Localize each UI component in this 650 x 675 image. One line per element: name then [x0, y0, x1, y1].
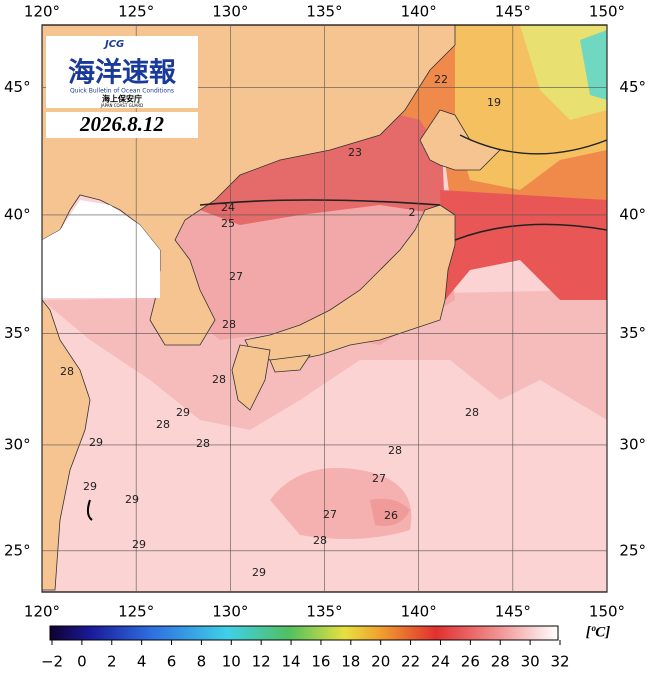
- x-tick-label: 140°: [401, 3, 437, 21]
- contour-label: 24: [221, 201, 235, 214]
- date: 2026.8.12: [79, 112, 165, 136]
- contour-label: 22: [434, 73, 448, 86]
- contour-label: 28: [388, 444, 402, 457]
- x-tick-label: 125°: [118, 603, 154, 621]
- contour-label: 28: [222, 318, 236, 331]
- contour-label: 26: [384, 509, 398, 522]
- colorbar-tick-label: 2: [107, 653, 117, 671]
- contour-label: 19: [487, 96, 501, 109]
- y-tick-label: 35°: [4, 324, 31, 342]
- colorbar-tick-label: 8: [197, 653, 207, 671]
- x-tick-label: 150°: [589, 3, 625, 21]
- colorbar-tick-label: 22: [401, 653, 420, 671]
- contour-label: 29: [125, 493, 139, 506]
- x-tick-label: 135°: [306, 603, 342, 621]
- colorbar-tick-label: 32: [550, 653, 569, 671]
- colorbar-tick-label: 10: [222, 653, 241, 671]
- x-tick-label: 140°: [401, 603, 437, 621]
- contour-label: 29: [176, 406, 190, 419]
- y-tick-label: 25°: [4, 541, 31, 559]
- contour-label: 27: [229, 270, 243, 283]
- colorbar: [49, 625, 559, 641]
- logo-subtitle: Quick Bulletin of Ocean Conditions: [70, 88, 174, 95]
- x-tick-label: 120°: [24, 3, 60, 21]
- x-tick-label: 125°: [118, 3, 154, 21]
- colorbar-tick-label: 4: [137, 653, 147, 671]
- y-tick-label: 40°: [4, 205, 31, 223]
- contour-label: 28: [156, 418, 170, 431]
- contour-label: 28: [212, 373, 226, 386]
- contour-label: 27: [323, 508, 337, 521]
- x-tick-label: 145°: [495, 3, 531, 21]
- contour-label: 28: [196, 437, 210, 450]
- x-tick-label: 130°: [212, 603, 248, 621]
- colorbar-tick-label: 24: [431, 653, 450, 671]
- x-tick-label: 120°: [24, 603, 60, 621]
- contour-label: 23: [348, 146, 362, 159]
- x-tick-label: 150°: [589, 603, 625, 621]
- y-tick-label: 45°: [4, 78, 31, 96]
- colorbar-tick-label: 6: [167, 653, 177, 671]
- y-tick-label: 40°: [619, 205, 646, 223]
- logo: JCG 海洋速報 Quick Bulletin of Ocean Conditi…: [46, 36, 198, 138]
- colorbar-tick-label: 0: [77, 653, 87, 671]
- colorbar-tick-label: 14: [282, 653, 301, 671]
- y-tick-label: 30°: [619, 435, 646, 453]
- contour-label: 28: [313, 534, 327, 547]
- contour-label: 28: [60, 365, 74, 378]
- x-tick-label: 130°: [212, 3, 248, 21]
- logo-agency: 海上保安庁: [102, 94, 142, 104]
- contour-label: 29: [132, 538, 146, 551]
- y-tick-label: 45°: [619, 78, 646, 96]
- colorbar-tick-label: 20: [371, 653, 390, 671]
- contour-label: 29: [83, 480, 97, 493]
- colorbar-tick-label: 28: [491, 653, 510, 671]
- x-tick-label: 135°: [306, 3, 342, 21]
- contour-label: 27: [372, 472, 386, 485]
- colorbar-tick-label: 12: [252, 653, 271, 671]
- x-tick-label: 145°: [495, 603, 531, 621]
- colorbar-tick-label: −2: [41, 653, 63, 671]
- contour-label: 2: [409, 206, 416, 219]
- contour-label: 29: [89, 436, 103, 449]
- colorbar-unit: [ºC]: [586, 624, 611, 640]
- contour-label: 29: [252, 566, 266, 579]
- colorbar-tick-label: 18: [341, 653, 360, 671]
- logo-title: 海洋速報: [68, 57, 177, 89]
- contour-label: 28: [465, 406, 479, 419]
- colorbar-tick-label: 26: [461, 653, 480, 671]
- y-tick-label: 35°: [619, 324, 646, 342]
- y-tick-label: 30°: [4, 435, 31, 453]
- contour-label: 25: [221, 217, 235, 230]
- logo-agency-en: JAPAN COAST GUARD: [100, 103, 144, 108]
- colorbar-tick-label: 30: [521, 653, 540, 671]
- y-tick-label: 25°: [619, 541, 646, 559]
- logo-badge: JCG: [103, 39, 124, 50]
- colorbar-tick-label: 16: [311, 653, 330, 671]
